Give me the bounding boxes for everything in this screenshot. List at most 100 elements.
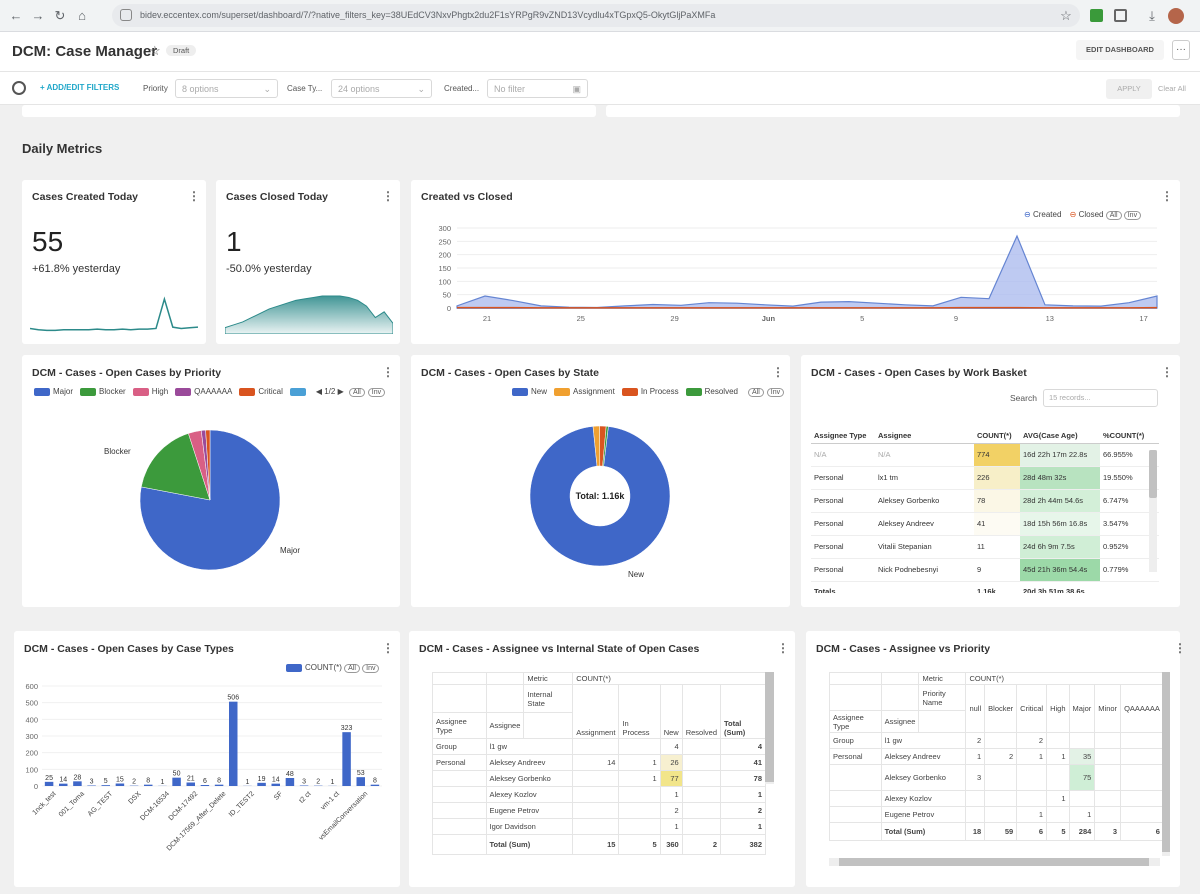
priority-filter-select[interactable]: 8 options ⌄ xyxy=(175,79,278,98)
kebab-menu-icon[interactable]: ⋮ xyxy=(1174,641,1186,655)
pie-slice[interactable] xyxy=(602,426,609,467)
totals-row: Totals 1.16k 20d 3h 51m 38.6s xyxy=(811,581,1159,593)
legend-all-toggle[interactable]: All xyxy=(1105,211,1122,220)
reload-icon[interactable]: ↻ xyxy=(54,8,66,23)
bar[interactable] xyxy=(144,784,153,786)
kebab-menu-icon[interactable]: ⋮ xyxy=(188,189,200,203)
site-info-icon[interactable] xyxy=(120,9,132,21)
pie-slice[interactable] xyxy=(205,429,211,501)
table-search-input[interactable]: 15 records... xyxy=(1043,389,1158,407)
y-tick-label: 300 xyxy=(25,732,38,741)
legend-item[interactable]: New xyxy=(512,387,547,396)
kebab-menu-icon[interactable]: ⋮ xyxy=(1161,189,1173,203)
more-options-button[interactable]: ··· xyxy=(1172,40,1190,60)
legend-item[interactable]: High xyxy=(132,387,168,396)
bar[interactable] xyxy=(370,784,380,786)
bar[interactable] xyxy=(59,783,68,786)
legend-invert-toggle[interactable]: Inv xyxy=(362,664,380,673)
column-header[interactable]: Assignee xyxy=(875,413,974,444)
bar[interactable] xyxy=(214,784,224,786)
pivot-hscrollbar[interactable] xyxy=(829,858,1160,866)
legend-inv-toggle[interactable]: Inv xyxy=(367,388,386,397)
clear-all-button[interactable]: Clear All xyxy=(1158,84,1186,93)
pie-slice[interactable] xyxy=(140,433,211,501)
legend-all-toggle[interactable]: All xyxy=(344,664,360,673)
bookmark-star-icon[interactable]: ☆ xyxy=(1060,8,1072,23)
bar[interactable] xyxy=(356,777,366,786)
table-row[interactable]: Personal Vitalii Stepanian 11 24d 6h 9m 7.5… xyxy=(811,535,1159,559)
apply-button[interactable]: APPLY xyxy=(1106,79,1152,99)
download-icon[interactable]: ⤓ xyxy=(1149,8,1155,23)
settings-gear-icon[interactable] xyxy=(12,81,26,95)
legend-invert-toggle[interactable]: Inv xyxy=(1123,211,1142,220)
extensions-puzzle-icon[interactable] xyxy=(1114,9,1127,22)
pivot-cell: 75 xyxy=(1068,764,1096,791)
kebab-menu-icon[interactable]: ⋮ xyxy=(777,641,789,655)
kebab-menu-icon[interactable]: ⋮ xyxy=(772,365,784,379)
bar[interactable] xyxy=(299,785,309,787)
bar[interactable] xyxy=(115,783,125,787)
bar[interactable] xyxy=(200,785,210,786)
legend-inv-toggle[interactable]: Inv xyxy=(766,388,785,397)
bar[interactable] xyxy=(87,785,96,787)
scrollbar-thumb[interactable] xyxy=(1162,672,1170,852)
address-bar[interactable] xyxy=(112,4,1080,27)
bar[interactable] xyxy=(271,783,281,786)
legend-item[interactable]: Assignment xyxy=(554,387,615,396)
favorite-star-icon[interactable]: ☆ xyxy=(149,43,161,58)
pie-slice[interactable] xyxy=(529,426,671,567)
scrollbar-thumb[interactable] xyxy=(765,672,774,782)
bar[interactable] xyxy=(44,781,54,786)
kebab-menu-icon[interactable]: ⋮ xyxy=(382,365,394,379)
scrollbar-thumb[interactable] xyxy=(839,858,1149,866)
edit-dashboard-button[interactable]: EDIT DASHBOARD xyxy=(1076,40,1164,60)
table-scrollbar[interactable] xyxy=(1149,450,1157,572)
legend-created[interactable]: Created xyxy=(1032,210,1062,219)
table-row[interactable]: Personal Aleksey Andreev 41 18d 15h 56m 16.… xyxy=(811,512,1159,536)
created-filter-select[interactable]: No filter ▣ xyxy=(487,79,588,98)
bar[interactable] xyxy=(101,785,111,786)
legend-item[interactable]: QAAAAAA xyxy=(175,387,232,396)
table-row[interactable]: Personal Aleksey Gorbenko 78 28d 2h 44m 54.… xyxy=(811,489,1159,513)
legend-all-toggle[interactable]: All xyxy=(348,388,365,397)
bar[interactable] xyxy=(186,782,196,787)
table-row[interactable]: Personal Nick Podnebesnyi 9 45d 21h 36m 54.… xyxy=(811,558,1159,582)
bar[interactable] xyxy=(342,732,351,786)
pivot-scrollbar[interactable] xyxy=(1162,672,1170,856)
kebab-menu-icon[interactable]: ⋮ xyxy=(382,189,394,203)
bar[interactable] xyxy=(257,782,266,786)
table-row[interactable]: N/A N/A 774 16d 22h 17m 22.8s 66.955% xyxy=(811,443,1159,467)
home-icon[interactable]: ⌂ xyxy=(78,8,86,23)
pivot-cell: 14 xyxy=(572,754,620,771)
bar[interactable] xyxy=(73,781,82,786)
legend-item[interactable]: Resolved xyxy=(685,387,738,396)
profile-avatar[interactable] xyxy=(1168,8,1184,24)
forward-icon[interactable]: → xyxy=(31,8,45,23)
x-tick-label: ID_TEST2 xyxy=(228,790,256,818)
casetype-filter-select[interactable]: 24 options ⌄ xyxy=(331,79,432,98)
bar[interactable] xyxy=(285,778,295,786)
add-edit-filters-button[interactable]: + ADD/EDIT FILTERS xyxy=(40,83,120,92)
column-header[interactable]: AVG(Case Age) xyxy=(1020,413,1100,444)
legend-all-toggle[interactable]: All xyxy=(747,388,764,397)
column-header[interactable]: %COUNT(*) xyxy=(1100,413,1159,444)
legend-count[interactable]: COUNT(*) xyxy=(305,663,342,672)
legend-item[interactable]: Major xyxy=(34,387,73,396)
legend-item[interactable]: Critical xyxy=(239,387,283,396)
legend-item[interactable] xyxy=(289,387,309,396)
legend-closed[interactable]: Closed xyxy=(1078,210,1104,219)
scrollbar-thumb[interactable] xyxy=(1149,450,1157,498)
column-header[interactable]: Assignee Type xyxy=(811,413,875,444)
legend-item[interactable]: In Process xyxy=(621,387,679,396)
kebab-menu-icon[interactable]: ⋮ xyxy=(1161,365,1173,379)
back-icon[interactable]: ← xyxy=(9,8,23,23)
column-header[interactable]: COUNT(*) xyxy=(974,413,1020,444)
pivot-scrollbar[interactable] xyxy=(765,672,774,784)
legend-pager[interactable]: ◀ 1/2 ▶ xyxy=(315,387,346,396)
bar[interactable] xyxy=(172,777,181,786)
bar[interactable] xyxy=(229,701,238,786)
legend-item[interactable]: Blocker xyxy=(80,387,126,396)
table-row[interactable]: Personal lx1 tm 226 28d 48m 32s 19.550% xyxy=(811,466,1159,490)
extension-icon[interactable] xyxy=(1090,9,1103,22)
kebab-menu-icon[interactable]: ⋮ xyxy=(382,641,394,655)
